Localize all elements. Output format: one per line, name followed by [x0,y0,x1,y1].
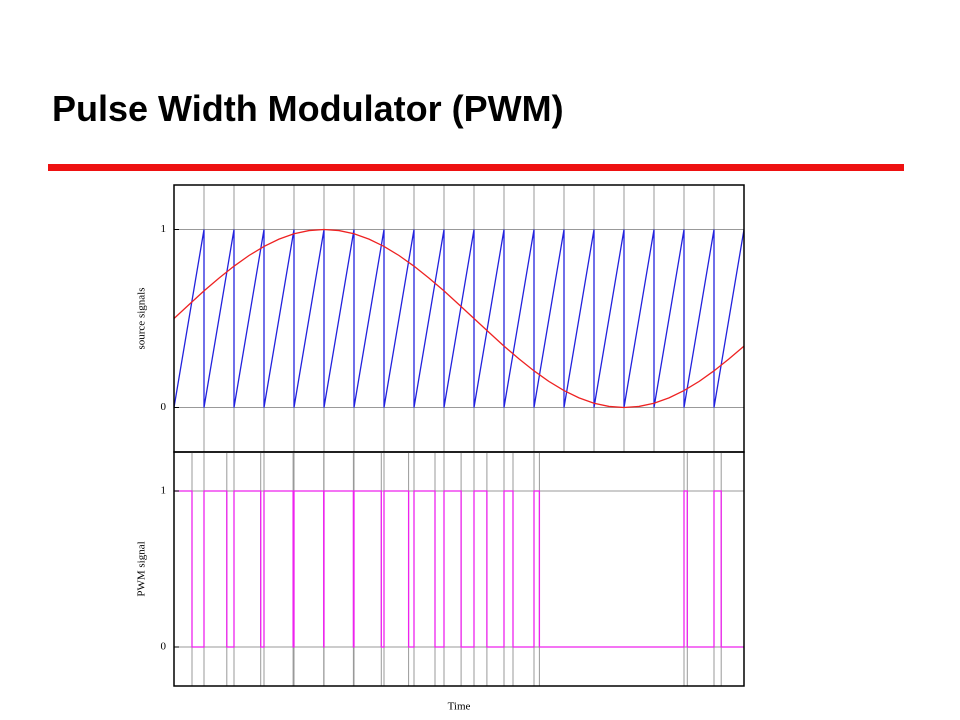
series-line [174,229,744,408]
y-tick-label: 0 [161,401,167,413]
series-line [174,228,744,409]
y-tick-label: 0 [161,641,167,653]
plot-area [174,452,744,686]
y-axis-label: source signals [136,287,148,349]
plot-frame [173,451,745,687]
title-rule [48,164,904,171]
y-tick-label: 1 [161,485,167,497]
slide-title: Pulse Width Modulator (PWM) [52,88,564,129]
y-tick-label: 1 [161,223,167,235]
y-axis-label: PWM signal [136,541,148,596]
x-axis-label: Time [448,701,471,713]
plot-area [174,185,744,452]
series-line [174,490,744,648]
